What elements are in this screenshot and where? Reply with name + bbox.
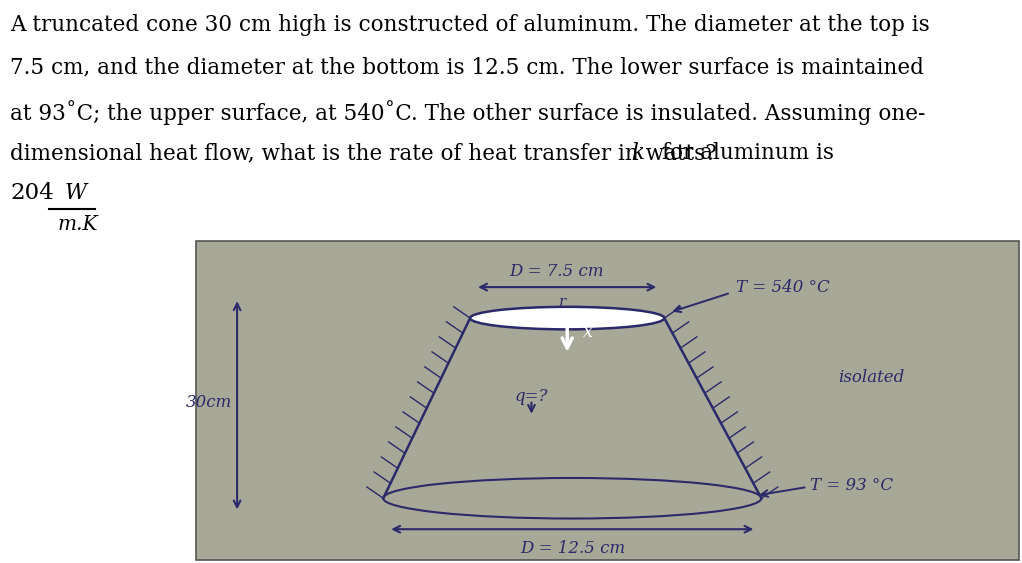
Text: A truncated cone 30 cm high is constructed of aluminum. The diameter at the top : A truncated cone 30 cm high is construct… — [10, 14, 930, 36]
Text: for aluminum is: for aluminum is — [662, 142, 834, 164]
Text: 7.5 cm, and the diameter at the bottom is 12.5 cm. The lower surface is maintain: 7.5 cm, and the diameter at the bottom i… — [10, 57, 924, 79]
Text: T = 93 °C: T = 93 °C — [810, 477, 893, 494]
Text: T = 540 °C: T = 540 °C — [736, 279, 830, 296]
Text: 30cm: 30cm — [186, 394, 232, 411]
Text: m.K: m.K — [57, 215, 98, 234]
Text: D = 12.5 cm: D = 12.5 cm — [520, 540, 624, 557]
Text: dimensional heat flow, what is the rate of heat transfer in watts?: dimensional heat flow, what is the rate … — [10, 142, 717, 164]
Ellipse shape — [470, 307, 664, 329]
Text: W: W — [64, 182, 87, 204]
Text: q=?: q=? — [515, 388, 548, 405]
Text: isolated: isolated — [838, 369, 904, 386]
Bar — [196, 241, 1019, 560]
Text: D = 7.5 cm: D = 7.5 cm — [510, 263, 604, 280]
Text: 204: 204 — [10, 182, 54, 204]
Text: k: k — [632, 142, 645, 164]
Text: r: r — [558, 295, 566, 309]
Text: at 93˚C; the upper surface, at 540˚C. The other surface is insulated. Assuming o: at 93˚C; the upper surface, at 540˚C. Th… — [10, 100, 926, 124]
Text: x: x — [583, 323, 593, 341]
